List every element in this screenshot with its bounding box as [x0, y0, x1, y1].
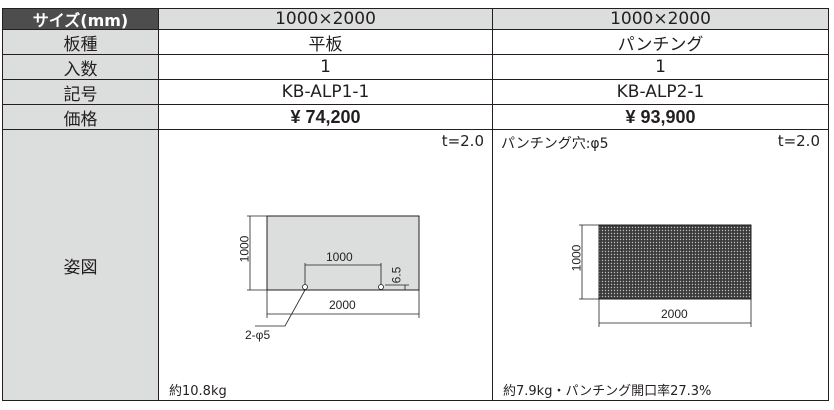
col1-height-label: 1000 — [237, 235, 252, 263]
size-col2: 1000×2000 — [492, 8, 829, 30]
col1-hole-span-label: 1000 — [326, 250, 353, 264]
plate-type-label: 板種 — [63, 34, 98, 55]
quantity-col1: 1 — [158, 54, 493, 80]
price-col1-value: ¥ 74,200 — [290, 106, 361, 127]
size-col1: 1000×2000 — [158, 8, 493, 30]
col2-width-label: 2000 — [661, 307, 688, 321]
quantity-col2: 1 — [492, 54, 829, 80]
col1-thickness: t=2.0 — [441, 132, 484, 150]
flat-plate-shape — [266, 215, 420, 291]
plate-type-col1: 平板 — [158, 29, 493, 55]
col1-width-label: 2000 — [329, 298, 356, 312]
col2-weight: 約7.9kg・パンチング開口率27.3% — [503, 384, 712, 399]
code-col2: KB-ALP2-1 — [492, 79, 829, 105]
row-label-quantity: 入数 — [2, 54, 159, 80]
plate-type-col2: パンチング — [492, 29, 829, 55]
row-label-plate-type: 板種 — [2, 29, 159, 55]
col2-height-label: 1000 — [569, 244, 584, 272]
col1-weight: 約10.8kg — [169, 384, 227, 399]
punched-plate-drawing — [579, 224, 752, 327]
quantity-col2-value: 1 — [655, 57, 666, 77]
col1-holes-label: 2-φ5 — [245, 328, 271, 342]
code-label: 記号 — [63, 84, 98, 105]
code-col2-value: KB-ALP2-1 — [616, 82, 705, 102]
hole-left — [302, 284, 308, 290]
code-col1: KB-ALP1-1 — [158, 79, 493, 105]
spec-table: サイズ(mm) 1000×2000 1000×2000 板種 平板 パンチング … — [2, 8, 829, 401]
col2-thickness: t=2.0 — [777, 132, 820, 150]
row-label-price: 価格 — [2, 104, 159, 130]
code-col1-value: KB-ALP1-1 — [281, 82, 370, 102]
size-col2-value: 1000×2000 — [610, 9, 711, 29]
hole-right — [378, 284, 384, 290]
col2-hole-note: パンチング穴:φ5 — [501, 136, 609, 152]
flat-plate-drawing — [247, 215, 420, 327]
price-col2-value: ¥ 93,900 — [625, 106, 696, 127]
plate-type-col1-value: 平板 — [308, 34, 343, 55]
plate-type-col2-value: パンチング — [617, 34, 704, 55]
quantity-label: 入数 — [63, 59, 98, 80]
size-header-label: サイズ(mm) — [32, 11, 129, 30]
figure-label: 姿図 — [63, 257, 98, 278]
price-label: 価格 — [63, 109, 98, 130]
figure-col1: t=2.0 1000 1000 6.5 — [158, 129, 493, 401]
row-label-code: 記号 — [2, 79, 159, 105]
quantity-col1-value: 1 — [320, 57, 331, 77]
size-header: サイズ(mm) — [2, 8, 159, 30]
hole-leader-line — [255, 289, 306, 327]
punched-plate-shape — [598, 224, 752, 300]
price-col1: ¥ 74,200 — [158, 104, 493, 130]
col1-hole-offset-label: 6.5 — [389, 266, 404, 284]
price-col2: ¥ 93,900 — [492, 104, 829, 130]
size-col1-value: 1000×2000 — [275, 9, 376, 29]
row-label-figure: 姿図 — [2, 129, 159, 401]
figure-col2: パンチング穴:φ5 t=2.0 1000 2000 約7.9kg・パンチング開口… — [492, 129, 829, 401]
